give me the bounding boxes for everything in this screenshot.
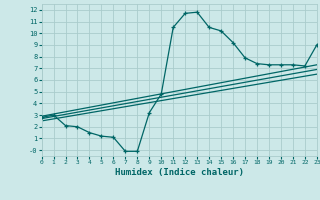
X-axis label: Humidex (Indice chaleur): Humidex (Indice chaleur)	[115, 168, 244, 177]
